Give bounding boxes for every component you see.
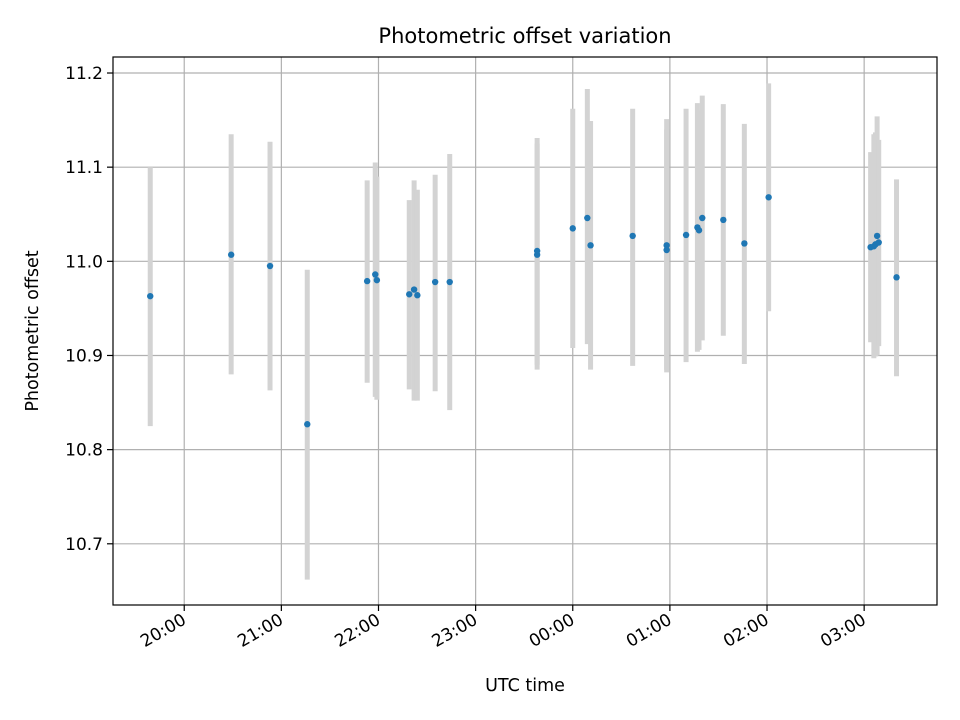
data-point (227, 251, 235, 258)
y-tick-label: 10.9 (65, 346, 103, 366)
data-point (584, 214, 591, 222)
y-tick-label: 11.1 (65, 158, 103, 178)
data-point (663, 246, 670, 254)
data-point (533, 247, 541, 255)
data-point (406, 291, 413, 298)
data-point (587, 242, 594, 249)
data-point (893, 274, 900, 281)
data-point (431, 278, 439, 286)
plot-frame (112, 56, 938, 606)
x-axis-title: UTC time (485, 676, 565, 696)
data-point (414, 292, 421, 299)
data-point (873, 232, 881, 240)
data-point (372, 271, 379, 278)
y-tick-label: 11.0 (65, 252, 103, 272)
data-point (266, 262, 274, 270)
y-tick-label: 10.7 (65, 535, 103, 555)
data-point (741, 240, 748, 247)
data-point (875, 239, 882, 246)
data-points (147, 194, 900, 428)
data-point (569, 225, 576, 232)
data-point (373, 276, 381, 284)
y-tick-label: 10.8 (65, 441, 103, 461)
data-point (720, 216, 727, 224)
data-point (663, 242, 670, 249)
data-point (410, 286, 418, 293)
data-point (446, 278, 453, 286)
y-tick-label: 11.2 (65, 64, 103, 84)
data-point (699, 214, 706, 222)
data-point (695, 227, 703, 234)
chart-title: Photometric offset variation (378, 24, 671, 48)
y-axis-title: Photometric offset (23, 250, 43, 411)
data-point (363, 277, 371, 285)
data-point (765, 194, 772, 201)
y-axis: 10.7 10.8 10.9 11.0 11.1 11.2 (65, 64, 113, 555)
data-point (304, 421, 311, 428)
data-point (629, 232, 636, 240)
data-point (682, 231, 690, 239)
data-point (147, 292, 154, 300)
